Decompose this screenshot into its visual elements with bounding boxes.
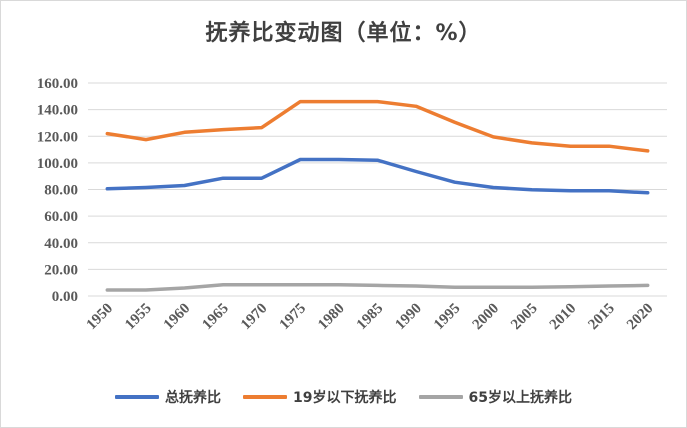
- y-tick-label: 0.00: [52, 289, 78, 305]
- x-tick-label: 2000: [470, 301, 503, 334]
- y-tick-label: 20.00: [44, 262, 78, 278]
- legend-item-2: 65岁以上抚养比: [418, 387, 572, 407]
- x-tick-label: 1975: [277, 301, 310, 334]
- series-line-0: [105, 157, 650, 195]
- chart-legend: 总抚养比 19岁以下抚养比 65岁以上抚养比: [1, 386, 686, 408]
- legend-item-0: 总抚养比: [115, 387, 221, 407]
- x-tick-label: 1995: [431, 301, 464, 334]
- legend-swatch: [243, 395, 288, 399]
- x-tick-label: 2005: [508, 301, 541, 334]
- x-tick-label: 1985: [354, 301, 387, 334]
- legend-label: 19岁以下抚养比: [293, 390, 397, 406]
- series-line-2: [105, 282, 650, 292]
- x-tick-label: 1960: [161, 301, 194, 334]
- y-tick-label: 80.00: [44, 183, 78, 199]
- y-tick-label: 140.00: [37, 103, 78, 119]
- y-tick-label: 120.00: [37, 129, 78, 145]
- line-chart: 0.00 20.00 40.00 60.00 80.00 100.00 120.00 140.…: [37, 76, 667, 334]
- x-tick-label: 1950: [84, 301, 117, 334]
- x-tick-label: 1990: [392, 301, 425, 334]
- x-tick-label: 1980: [315, 301, 348, 334]
- series-line-1: [105, 99, 650, 153]
- x-tick-label: 2010: [547, 301, 580, 334]
- x-tick-label: 2015: [585, 301, 618, 334]
- y-tick-label: 100.00: [37, 156, 78, 172]
- y-tick-label: 60.00: [44, 209, 78, 225]
- chart-title: 抚养比变动图（单位：%）: [205, 21, 482, 46]
- y-tick-label: 40.00: [44, 236, 78, 252]
- legend-item-1: 19岁以下抚养比: [243, 387, 397, 407]
- x-tick-label: 1965: [199, 301, 232, 334]
- legend-swatch: [115, 395, 160, 399]
- x-tick-label: 2020: [624, 301, 657, 334]
- legend-label: 65岁以上抚养比: [468, 390, 572, 406]
- legend-label: 总抚养比: [165, 390, 222, 406]
- legend-swatch: [418, 395, 463, 399]
- x-tick-label: 1970: [238, 301, 271, 334]
- x-tick-label: 1955: [122, 301, 155, 334]
- y-tick-label: 160.00: [37, 76, 78, 92]
